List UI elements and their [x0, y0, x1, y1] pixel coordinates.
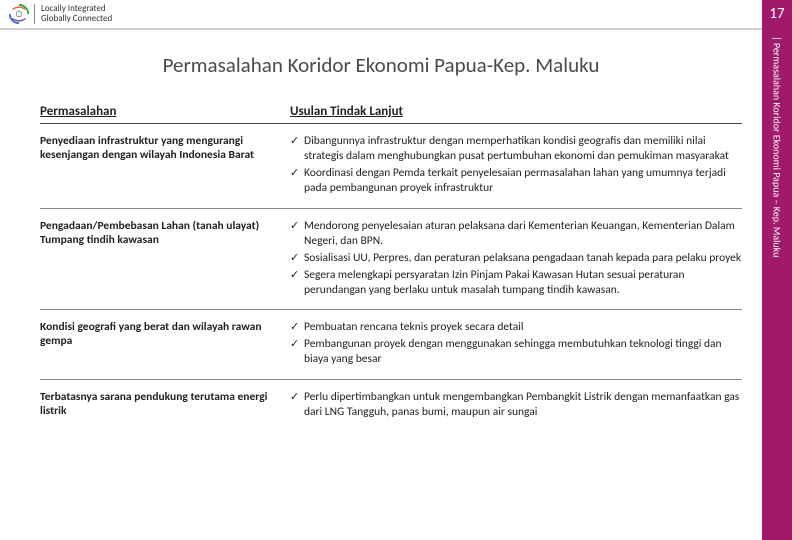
content-table: Permasalahan Usulan Tindak Lanjut Penyed… [40, 100, 742, 432]
action-item: Mendorong penyelesaian aturan pelaksana … [290, 219, 742, 249]
header-problem: Permasalahan [40, 104, 290, 119]
table-row: Kondisi geografi yang berat dan wilayah … [40, 310, 742, 380]
table-row: Penyediaan infrastruktur yang mengurangi… [40, 124, 742, 209]
action-list: Dibangunnya infrastruktur dengan memperh… [290, 134, 742, 196]
action-item: Pembangunan proyek dengan menggunakan se… [290, 337, 742, 367]
side-band-label: | Permasalahan Koridor Ekonomi Papua – K… [771, 36, 784, 257]
logo: Locally Integrated Globally Connected [0, 3, 112, 25]
action-cell: Perlu dipertimbangkan untuk mengembangka… [290, 390, 742, 422]
action-item: Pembuatan rencana teknis proyek secara d… [290, 320, 742, 335]
action-list: Mendorong penyelesaian aturan pelaksana … [290, 219, 742, 298]
problem-cell: Terbatasnya sarana pendukung terutama en… [40, 390, 290, 422]
action-list: Perlu dipertimbangkan untuk mengembangka… [290, 390, 742, 420]
table-header-row: Permasalahan Usulan Tindak Lanjut [40, 100, 742, 124]
top-divider [0, 28, 762, 30]
problem-cell: Kondisi geografi yang berat dan wilayah … [40, 320, 290, 369]
globe-swirl-icon [8, 3, 30, 25]
brand-text: Locally Integrated Globally Connected [34, 4, 112, 24]
table-row: Terbatasnya sarana pendukung terutama en… [40, 380, 742, 432]
action-cell: Mendorong penyelesaian aturan pelaksana … [290, 219, 742, 300]
action-cell: Pembuatan rencana teknis proyek secara d… [290, 320, 742, 369]
brand-line2: Globally Connected [41, 14, 112, 24]
page-title: Permasalahan Koridor Ekonomi Papua-Kep. … [0, 52, 762, 78]
problem-cell: Penyediaan infrastruktur yang mengurangi… [40, 134, 290, 198]
action-list: Pembuatan rencana teknis proyek secara d… [290, 320, 742, 367]
top-bar: Locally Integrated Globally Connected 17 [0, 0, 792, 28]
action-item: Dibangunnya infrastruktur dengan memperh… [290, 134, 742, 164]
header-action: Usulan Tindak Lanjut [290, 104, 742, 119]
page-number: 17 [762, 0, 792, 28]
table-row: Pengadaan/Pembebasan Lahan (tanah ulayat… [40, 209, 742, 311]
side-band: | Permasalahan Koridor Ekonomi Papua – K… [762, 28, 792, 540]
action-item: Koordinasi dengan Pemda terkait penyeles… [290, 166, 742, 196]
action-cell: Dibangunnya infrastruktur dengan memperh… [290, 134, 742, 198]
problem-cell: Pengadaan/Pembebasan Lahan (tanah ulayat… [40, 219, 290, 300]
action-item: Segera melengkapi persyaratan Izin Pinja… [290, 268, 742, 298]
action-item: Perlu dipertimbangkan untuk mengembangka… [290, 390, 742, 420]
action-item: Sosialisasi UU, Perpres, dan peraturan p… [290, 251, 742, 266]
